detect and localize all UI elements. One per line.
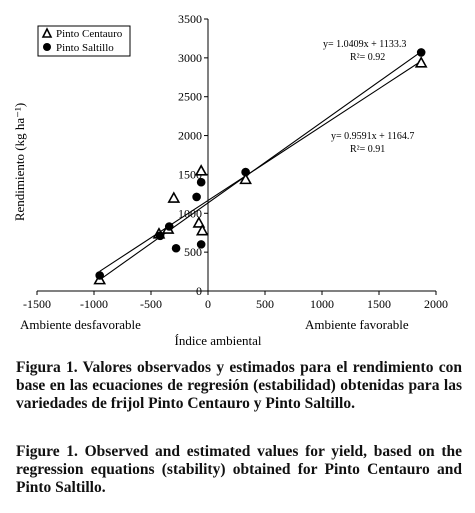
data-point-saltillo [192,192,201,202]
data-point-saltillo [416,48,426,57]
scatter-chart: -1500 -1000 -500 0 500 1000 1500 20000500100015… [12,12,448,348]
equation-saltillo: y= 1.0409x + 1133.3 [323,39,406,50]
equation-centauro: y= 0.9591x + 1164.7 [331,131,414,142]
x-tick-label: 1500 [367,297,391,311]
figure-caption-english: Figure 1. Observed and estimated values … [16,443,462,497]
data-point-centauro [414,56,428,68]
caption-text-spanish: Valores observados y estimados para el r… [16,359,462,412]
r2-centauro: R²= 0.91 [350,144,385,155]
x-tick-label: 2000 [424,297,448,311]
data-point-centauro [195,224,209,236]
data-point-saltillo [95,271,104,280]
legend-label-saltillo: Pinto Saltillo [56,42,114,54]
data-point-saltillo [196,240,206,249]
x-tick-label: 1000 [310,297,334,311]
data-point-centauro [239,172,252,185]
caption-label-english: Figure 1. [16,443,78,460]
x-tick-label: -1500 [23,297,51,311]
y-tick-label: 0 [196,284,202,298]
data-point-centauro [192,216,206,228]
x-tick-label: -1000 [80,297,108,311]
annotation-favorable: Ambiente favorable [305,317,409,332]
figure-caption-spanish: Figura 1. Valores observados y estimados… [16,359,462,413]
regression-line-saltillo [99,51,422,281]
legend: Pinto Centauro Pinto Saltillo [37,25,131,57]
r2-saltillo: R²= 0.92 [350,52,385,63]
caption-label-spanish: Figura 1. [16,359,78,376]
x-tick-label: -500 [140,297,162,311]
data-point-saltillo [171,243,181,253]
data-point-saltillo [164,222,174,231]
caption-text-english: Observed and estimated values for yield,… [16,443,463,496]
legend-circle-marker [43,43,51,51]
legend-label-centauro: Pinto Centauro [56,28,123,40]
y-tick-label: 500 [184,245,202,259]
y-tick-label: 2500 [178,90,202,104]
x-tick-label: 500 [256,297,274,311]
x-axis-title: Índice ambiental [175,333,262,348]
x-tick-label: 0 [205,297,211,311]
data-point-saltillo [196,177,206,187]
y-tick-label: 2000 [178,129,202,143]
data-point-centauro [167,191,181,203]
legend-triangle-marker [41,27,53,38]
data-point-centauro [194,164,208,176]
y-tick-label: 3500 [178,12,202,26]
annotation-unfavorable: Ambiente desfavorable [20,317,141,332]
y-axis-title: Rendimiento (kg ha⁻¹) [12,103,27,221]
y-tick-label: 3000 [178,51,202,65]
data-point-saltillo [155,231,165,241]
y-tick-label: 1500 [178,167,202,181]
legend-box [37,25,131,57]
data-point-saltillo [241,167,250,177]
